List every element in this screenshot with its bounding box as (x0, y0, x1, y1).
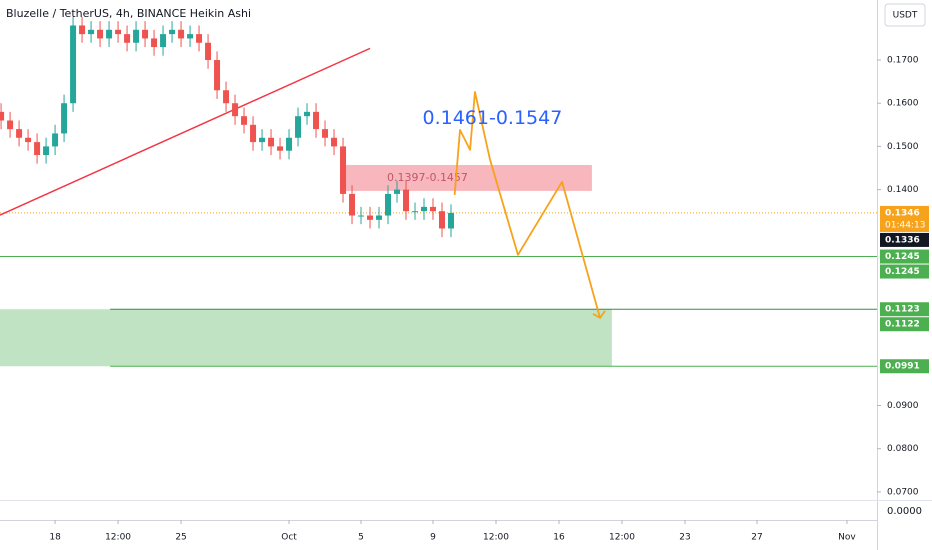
target-text: 0.1461-0.1547 (422, 107, 562, 129)
candle-body (0, 111, 5, 121)
x-tick-label: 27 (751, 533, 762, 543)
target-zone (0, 309, 612, 367)
price-label-box (880, 302, 929, 317)
candle-body (151, 38, 158, 48)
price-label: 0.1122 (885, 320, 920, 330)
x-tick-label: 12:00 (105, 533, 131, 543)
x-tick-label: 25 (175, 533, 186, 543)
y-tick-label: 0.1500 (887, 142, 919, 152)
y-tick-label: 0.1700 (887, 56, 919, 66)
candle-body (25, 137, 32, 143)
candle-body (124, 34, 131, 43)
candle-body (268, 137, 275, 147)
candle-body (133, 29, 140, 43)
candle-body (250, 124, 257, 143)
candle-body (430, 206, 437, 212)
candle-body (349, 193, 356, 216)
candle-body (214, 60, 221, 91)
candle-body (187, 34, 194, 39)
candle-body (223, 90, 230, 104)
price-label: 0.1245 (885, 252, 920, 262)
candle-body (277, 146, 284, 151)
candle-body (394, 189, 401, 194)
currency-label: USDT (893, 11, 918, 21)
projection-path (453, 91, 601, 319)
y-tick-label: 0.0800 (887, 444, 919, 454)
price-label-box (880, 359, 929, 374)
candle-body (7, 120, 14, 130)
candle-body (178, 29, 185, 39)
x-tick-label: 23 (679, 533, 690, 543)
zone-label: 0.1397-0.1457 (387, 171, 468, 184)
candle-body (79, 25, 86, 35)
x-tick-label: 12:00 (483, 533, 509, 543)
price-label-box (880, 264, 929, 279)
candle-body (16, 129, 23, 138)
candle-body (115, 29, 122, 35)
x-tick-label: 12:00 (609, 533, 635, 543)
candle-body (232, 103, 239, 117)
candle-body (376, 215, 383, 220)
y-tick-label: 0.1400 (887, 185, 919, 195)
candle-body (403, 189, 410, 212)
price-label-box (880, 232, 929, 247)
candle-body (88, 29, 95, 35)
chart-title: Bluzelle / TetherUS, 4h, BINANCE Heikin … (6, 7, 251, 20)
x-tick-label: 16 (553, 533, 565, 543)
price-label-box (880, 205, 929, 232)
countdown: 01:44:13 (885, 220, 925, 230)
candle-body (106, 29, 113, 39)
candle-body (385, 193, 392, 216)
x-tick-label: 9 (430, 533, 436, 543)
candle-body (205, 42, 212, 61)
resistance-zone (343, 164, 592, 191)
x-tick-label: Nov (838, 533, 856, 543)
candle-body (322, 129, 329, 138)
candle-body (340, 146, 347, 194)
candle-body (142, 29, 149, 39)
candle-body (295, 116, 302, 138)
y-tick-label: 0.1600 (887, 99, 919, 109)
candle-body (61, 103, 68, 134)
candle-body (52, 133, 59, 147)
price-label: 0.1123 (885, 305, 920, 315)
candle-body (313, 111, 320, 130)
candle-body (169, 29, 176, 35)
candle-body (358, 215, 365, 217)
candle-body (70, 25, 77, 104)
candle-body (259, 137, 266, 143)
candle-body (331, 137, 338, 147)
price-label: 0.1245 (885, 267, 920, 277)
candle-body (97, 29, 104, 39)
candle-body (412, 211, 419, 213)
candle-body (196, 34, 203, 43)
price-label: 0.1346 (885, 208, 920, 218)
candle-body (160, 34, 167, 48)
candle-body (304, 111, 311, 117)
projection-arrowhead (592, 310, 606, 320)
candle-body (367, 215, 374, 220)
pane2-tick: 0.0000 (887, 506, 922, 517)
price-label-box (880, 317, 929, 332)
x-tick-label: 5 (358, 533, 364, 543)
candle-body (241, 116, 248, 125)
time-axis (0, 520, 877, 550)
candle-body (34, 142, 41, 156)
y-tick-label: 0.0700 (887, 487, 919, 497)
y-tick-label: 0.0900 (887, 401, 919, 411)
price-label: 0.0991 (885, 362, 920, 372)
candle-body (421, 206, 428, 212)
candle-body (439, 211, 446, 229)
trendline (0, 47, 371, 216)
price-label-box (880, 249, 929, 264)
price-label: 0.1336 (885, 235, 920, 245)
x-tick-label: 18 (49, 533, 61, 543)
candle-body (286, 137, 293, 151)
candle-body (448, 212, 455, 229)
x-tick-label: Oct (281, 533, 297, 543)
currency-box (884, 3, 926, 27)
candle-body (43, 146, 50, 156)
